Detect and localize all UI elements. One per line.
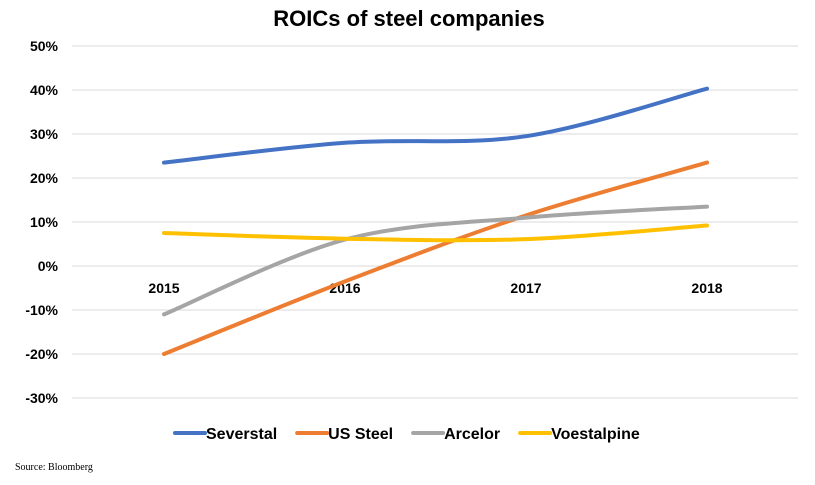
y-tick-label: 20% [30, 170, 59, 186]
legend: Severstal US Steel Arcelor Voestalpine [173, 426, 640, 443]
x-tick-label: 2017 [510, 280, 541, 296]
source-note: Source: Bloomberg [15, 462, 93, 473]
series-line-arcelor [162, 204, 709, 317]
y-axis: 50% 40% 30% 20% 10% 0% -10% -20% -30% [25, 38, 58, 406]
y-tick-label: -30% [25, 390, 58, 406]
series-line-severstal [162, 86, 709, 165]
gridlines [72, 45, 798, 399]
legend-label-voestalpine: Voestalpine [551, 426, 640, 443]
x-tick-label: 2018 [691, 280, 722, 296]
y-tick-label: 30% [30, 126, 59, 142]
series-line-us-steel [162, 160, 709, 356]
series-line-voestalpine [162, 223, 709, 243]
series-lines [162, 86, 709, 356]
y-tick-label: 40% [30, 82, 59, 98]
legend-label-arcelor: Arcelor [444, 426, 500, 443]
legend-label-severstal: Severstal [206, 426, 277, 443]
y-tick-label: 50% [30, 38, 59, 54]
y-tick-label: 0% [38, 258, 59, 274]
chart-title: ROICs of steel companies [273, 6, 544, 31]
y-tick-label: -10% [25, 302, 58, 318]
y-tick-label: 10% [30, 214, 59, 230]
x-tick-label: 2015 [148, 280, 179, 296]
legend-label-us-steel: US Steel [328, 426, 393, 443]
y-tick-label: -20% [25, 346, 58, 362]
